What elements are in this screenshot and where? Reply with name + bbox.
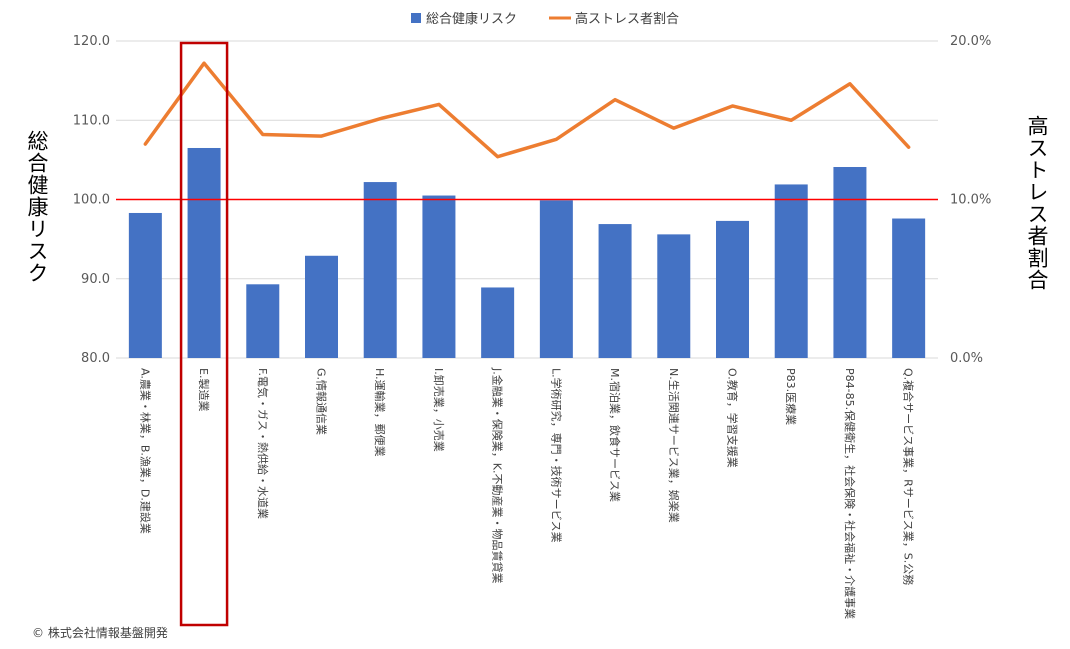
- highlight-rect: [179, 41, 229, 627]
- series-line: [143, 61, 911, 159]
- bar: [422, 195, 456, 358]
- legend: 総合健康リスク 高ストレス者割合: [411, 11, 679, 27]
- category-label: F.電気・ガス・熱供給・水道業: [256, 368, 270, 519]
- bar: [892, 218, 926, 358]
- bar: [246, 284, 280, 358]
- y-tick-label: 90.0: [81, 272, 110, 287]
- bar: [187, 147, 221, 358]
- legend-label-line: 高ストレス者割合: [575, 11, 679, 27]
- category-label: I.卸売業，小売業: [432, 368, 446, 452]
- y2-tick-label: 0.0%: [950, 351, 983, 366]
- category-label: Q.複合サービス事業，Rサービス業，S.公務: [902, 368, 916, 585]
- category-label: P83.医療業: [784, 368, 798, 425]
- category-label: P84-85.保健衛生，社会保険・社会福祉・介護事業: [843, 368, 857, 619]
- y-tick-label: 100.0: [73, 193, 110, 208]
- y-tick-label: 80.0: [81, 351, 110, 366]
- category-label: L.学術研究，専門・技術サービス業: [549, 368, 563, 543]
- copyright: © 株式会社情報基盤開発: [32, 626, 168, 640]
- category-label: N.生活関連サービス業，娯楽業: [667, 368, 681, 523]
- category-label: E.製造業: [197, 368, 211, 411]
- category-label: O.教育，学習支援業: [726, 368, 740, 468]
- y2-tick-label: 20.0%: [950, 34, 991, 49]
- bar: [481, 287, 515, 358]
- category-labels: A.農業・林業，B.漁業，D.建設業 E.製造業 F.電気・ガス・熱供給・水道業 G.…: [138, 367, 915, 619]
- y2-axis-title: 高ストレス者割合: [1025, 115, 1049, 291]
- y-ticks: 80.0 90.0 100.0 110.0 120.0: [73, 34, 110, 366]
- y2-tick-label: 10.0%: [950, 193, 991, 208]
- bar: [598, 224, 632, 358]
- bar: [363, 182, 397, 358]
- bars: [128, 147, 926, 358]
- bar: [305, 255, 338, 358]
- bar: [128, 212, 162, 358]
- y-tick-label: 110.0: [73, 113, 110, 128]
- y-axis-title: 総合健康リスク: [25, 130, 49, 284]
- highlight-box: [179, 41, 229, 627]
- bar: [657, 234, 691, 358]
- legend-label-bar: 総合健康リスク: [426, 11, 517, 27]
- legend-swatch-bar: [411, 13, 421, 23]
- bar: [774, 184, 808, 358]
- bar: [833, 167, 867, 358]
- y-tick-label: 120.0: [73, 34, 110, 49]
- category-label: A.農業・林業，B.漁業，D.建設業: [138, 368, 152, 534]
- category-label: G.情報通信業: [315, 368, 328, 435]
- category-label: J.金融業・保険業，K.不動産業・物品賃貸業: [491, 367, 505, 583]
- category-label: M.宿泊業，飲食サービス業: [608, 368, 622, 502]
- y2-ticks: 0.0% 10.0% 20.0%: [950, 34, 991, 366]
- bar: [716, 220, 749, 358]
- category-label: H.運輸業，郵便業: [373, 368, 387, 457]
- stress-ratio-line: [143, 61, 911, 159]
- bar: [539, 200, 573, 358]
